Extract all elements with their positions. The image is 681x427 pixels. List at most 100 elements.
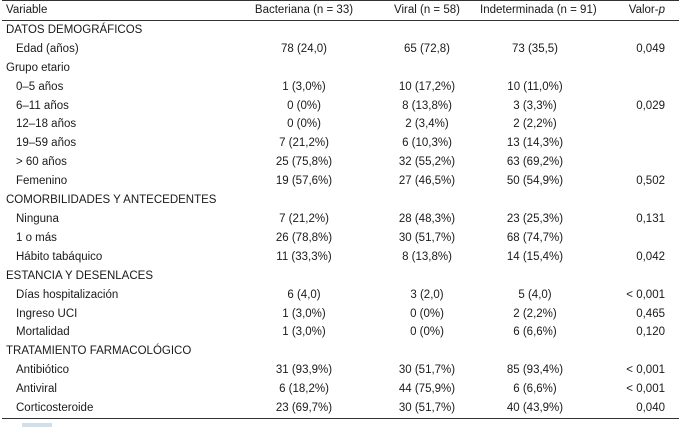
table-row: > 60 años 25 (75,8%) 32 (55,2%) 63 (69,2%) [2, 153, 679, 172]
cell-viral: 27 (46,5%) [398, 175, 456, 188]
row-label: Antiviral [16, 383, 57, 396]
cell-indeterminada: 23 (25,3%) [506, 212, 564, 225]
row-label: 12–18 años [16, 118, 77, 131]
cell-indeterminada: 2 (2,2%) [513, 118, 557, 131]
row-label: 19–59 años [16, 137, 77, 150]
results-table-container: Variable Bacteriana (n = 33) Viral (n = … [2, 0, 679, 419]
section-label: TRATAMIENTO FARMACOLÓGICO [6, 345, 192, 358]
table-row: 1 o más 26 (78,8%) 30 (51,7%) 68 (74,7%) [2, 229, 679, 248]
header-bacteriana: Bacteriana (n = 33) [254, 4, 354, 16]
row-label: 0–5 años [16, 80, 64, 93]
table-row: Corticosteroide 23 (69,7%) 30 (51,7%) 40 (4… [2, 399, 679, 419]
cell-indeterminada: 6 (6,6%) [513, 326, 557, 339]
table-row: Días hospitalización 6 (4,0) 3 (2,0) 5 (4,0… [2, 286, 679, 305]
header-variable: Variable [6, 4, 48, 16]
cell-viral: 44 (75,9%) [398, 383, 456, 396]
cell-viral: 0 (0%) [410, 326, 444, 339]
cell-p-value [594, 134, 679, 153]
cell-indeterminada: 5 (4,0) [518, 288, 552, 301]
header-p-value-italic: p [658, 4, 665, 16]
row-label: Días hospitalización [16, 288, 119, 301]
table-row: Ninguna 7 (21,2%) 28 (48,3%) 23 (25,3%) 0,13… [2, 210, 679, 229]
cell-bacteriana: 6 (18,2%) [279, 383, 329, 396]
cell-bacteriana: 19 (57,6%) [275, 175, 333, 188]
section-row: Grupo etario [2, 59, 679, 78]
cell-p-value: < 0,001 [626, 383, 665, 396]
cell-bacteriana: 1 (3,0%) [282, 307, 326, 320]
table-row: Ingreso UCI 1 (3,0%) 0 (0%) 2 (2,2%) 0,465 [2, 305, 679, 324]
cell-bacteriana: 25 (75,8%) [275, 156, 333, 169]
table-row: Hábito tabáquico 11 (33,3%) 8 (13,8%) 14 (1… [2, 248, 679, 267]
section-row: COMORBILIDADES Y ANTECEDENTES [2, 191, 679, 210]
cell-viral: 65 (72,8) [403, 42, 451, 55]
cell-viral: 30 (51,7%) [398, 402, 456, 415]
cell-p-value [594, 115, 679, 134]
cell-p-value: < 0,001 [626, 364, 665, 377]
cell-p-value: 0,131 [636, 212, 665, 225]
row-label: Antibiótico [16, 364, 70, 377]
cell-viral: 8 (13,8%) [402, 99, 452, 112]
row-label: 6–11 años [16, 99, 69, 112]
table-row: Mortalidad 1 (3,0%) 0 (0%) 6 (6,6%) 0,120 [2, 323, 679, 342]
section-row: TRATAMIENTO FARMACOLÓGICO [2, 342, 679, 361]
cell-p-value [594, 78, 679, 97]
cell-indeterminada: 73 (35,5) [511, 42, 559, 55]
cell-viral: 30 (51,7%) [398, 364, 456, 377]
row-label: Mortalidad [16, 326, 70, 339]
cell-indeterminada: 63 (69,2%) [506, 156, 564, 169]
cell-indeterminada: 2 (2,2%) [513, 307, 557, 320]
cell-bacteriana: 1 (3,0%) [282, 80, 326, 93]
row-label: Ninguna [16, 212, 59, 225]
cell-viral: 3 (2,0) [410, 288, 444, 301]
row-label: Corticosteroide [16, 402, 94, 415]
cell-bacteriana: 7 (21,2%) [279, 212, 329, 225]
table-row: 19–59 años 7 (21,2%) 6 (10,3%) 13 (14,3%) [2, 134, 679, 153]
cell-viral: 10 (17,2%) [398, 80, 456, 93]
cell-indeterminada: 85 (93,4%) [506, 364, 564, 377]
header-p-value: Valor-p [594, 1, 679, 21]
cell-viral: 0 (0%) [410, 307, 444, 320]
section-label: ESTANCIA Y DESENLACES [6, 269, 154, 282]
cell-bacteriana: 78 (24,0) [280, 42, 328, 55]
header-indeterminada: Indeterminada (n = 91) [480, 4, 597, 16]
cell-p-value: 0,042 [636, 250, 665, 263]
row-label: Edad (años) [16, 42, 79, 55]
cell-p-value [594, 229, 679, 248]
cell-indeterminada: 6 (6,6%) [513, 383, 557, 396]
cell-p-value: 0,029 [636, 99, 665, 112]
cell-p-value: 0,502 [636, 175, 665, 188]
table-header-row: Variable Bacteriana (n = 33) Viral (n = … [2, 0, 679, 21]
cell-indeterminada: 68 (74,7%) [506, 231, 564, 244]
row-label: Ingreso UCI [16, 307, 78, 320]
cell-p-value: 0,049 [636, 42, 665, 55]
results-table: Variable Bacteriana (n = 33) Viral (n = … [2, 0, 679, 419]
table-row: Edad (años) 78 (24,0) 65 (72,8) 73 (35,5) 0,… [2, 40, 679, 59]
cell-bacteriana: 26 (78,8%) [275, 231, 333, 244]
section-row: DATOS DEMOGRÁFICOS [2, 20, 679, 39]
table-row: Antiviral 6 (18,2%) 44 (75,9%) 6 (6,6%) < 0,… [2, 380, 679, 399]
cell-viral: 32 (55,2%) [398, 156, 456, 169]
cell-bacteriana: 0 (0%) [287, 118, 321, 131]
cell-indeterminada: 40 (43,9%) [506, 402, 564, 415]
horizontal-scroll-indicator[interactable] [22, 423, 52, 427]
table-body: DATOS DEMOGRÁFICOS Edad (años) 78 (24,0) 65… [2, 20, 679, 419]
cell-indeterminada: 14 (15,4%) [506, 250, 564, 263]
cell-bacteriana: 0 (0%) [287, 99, 321, 112]
cell-bacteriana: 6 (4,0) [287, 288, 321, 301]
section-label: Grupo etario [6, 61, 70, 74]
cell-p-value: 0,120 [636, 326, 665, 339]
cell-bacteriana: 23 (69,7%) [275, 402, 333, 415]
cell-viral: 30 (51,7%) [398, 231, 456, 244]
row-label: > 60 años [16, 156, 67, 169]
row-label: Femenino [16, 175, 68, 188]
section-label: DATOS DEMOGRÁFICOS [6, 23, 143, 36]
table-row: Femenino 19 (57,6%) 27 (46,5%) 50 (54,9%) 0,… [2, 172, 679, 191]
cell-indeterminada: 13 (14,3%) [506, 137, 564, 150]
cell-p-value: 0,040 [636, 402, 665, 415]
table-row: 0–5 años 1 (3,0%) 10 (17,2%) 10 (11,0%) [2, 78, 679, 97]
cell-indeterminada: 10 (11,0%) [507, 80, 563, 93]
table-row: 6–11 años 0 (0%) 8 (13,8%) 3 (3,3%) 0,029 [2, 97, 679, 116]
cell-viral: 6 (10,3%) [402, 137, 452, 150]
cell-bacteriana: 31 (93,9%) [275, 364, 333, 377]
cell-bacteriana: 11 (33,3%) [276, 250, 332, 263]
